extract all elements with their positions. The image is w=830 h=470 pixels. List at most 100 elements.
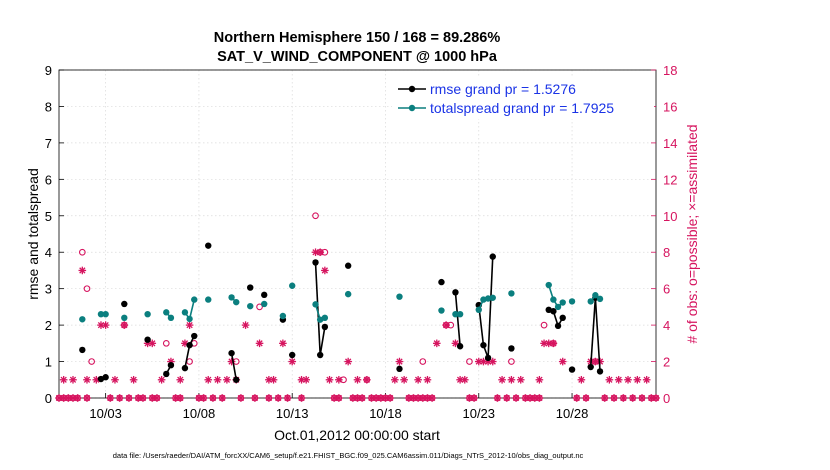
right-tick-label: 16 bbox=[663, 99, 677, 114]
chart-title: Northern Hemisphere 150 / 168 = 89.286% bbox=[214, 30, 501, 46]
rmse-point bbox=[321, 323, 329, 331]
obs-star-stroke bbox=[55, 394, 63, 402]
obs-zero-star bbox=[69, 394, 77, 402]
obs-possible-point bbox=[78, 248, 86, 256]
rmse-point bbox=[144, 336, 151, 343]
left-tick-label: 6 bbox=[45, 172, 52, 187]
obs-assimilated-point bbox=[400, 375, 408, 384]
right-tick-label: 10 bbox=[663, 209, 677, 224]
right-tick-label: 18 bbox=[663, 63, 677, 78]
obs-star-stroke bbox=[475, 358, 482, 365]
totalspread-point bbox=[97, 310, 105, 318]
obs-star-stroke bbox=[284, 394, 291, 402]
legend-spread-marker bbox=[408, 104, 416, 112]
obs-star-stroke bbox=[345, 358, 352, 365]
totalspread-point bbox=[121, 314, 128, 322]
totalspread-point bbox=[279, 312, 287, 320]
obs-count-layer bbox=[55, 212, 660, 402]
totalspread-point bbox=[228, 294, 235, 301]
obs-zero-star bbox=[372, 394, 380, 402]
obs-star-stroke bbox=[582, 394, 590, 402]
obs-assimilated-point bbox=[423, 375, 432, 384]
obs-star-stroke bbox=[419, 394, 426, 402]
obs-star-stroke bbox=[172, 394, 179, 402]
left-y-axis: 0 1 2 3 4 5 6 7 8 9 bbox=[45, 63, 64, 406]
totalspread-point bbox=[167, 314, 175, 322]
obs-star-stroke bbox=[265, 376, 273, 383]
totalspread-point bbox=[545, 281, 552, 289]
obs-star-stroke bbox=[550, 340, 557, 347]
rmse-point bbox=[228, 349, 235, 357]
obs-star-stroke bbox=[391, 376, 398, 383]
obs-assimilated-point bbox=[642, 375, 651, 384]
rmse-point bbox=[596, 368, 604, 375]
obs-star-stroke bbox=[559, 358, 566, 365]
totalspread-point bbox=[456, 310, 464, 318]
rmse-point bbox=[484, 354, 492, 362]
obs-assimilated-point bbox=[111, 375, 119, 384]
obs-star-stroke bbox=[456, 376, 464, 383]
obs-zero-star bbox=[139, 394, 147, 402]
obs-assimilated-point bbox=[176, 375, 185, 384]
totalspread-point bbox=[233, 298, 240, 306]
obs-assimilated-point bbox=[633, 375, 642, 384]
obs-star-stroke bbox=[414, 376, 422, 383]
obs-zero-star bbox=[335, 394, 343, 402]
obs-star-stroke bbox=[354, 376, 361, 383]
rmse-point bbox=[550, 308, 557, 315]
obs-star-stroke bbox=[130, 376, 137, 383]
left-tick-label: 4 bbox=[45, 245, 52, 260]
obs-star-stroke bbox=[461, 376, 468, 383]
obs-star-stroke bbox=[102, 321, 109, 329]
obs-star-stroke bbox=[359, 394, 366, 402]
obs-assimilated-point bbox=[148, 339, 157, 348]
obs-star-stroke bbox=[508, 376, 515, 383]
obs-star-stroke bbox=[634, 376, 641, 383]
obs-star-stroke bbox=[405, 394, 412, 402]
obs-assimilated-point bbox=[535, 375, 544, 384]
obs-zero-star bbox=[582, 394, 590, 402]
obs-assimilated-point bbox=[321, 266, 329, 275]
obs-zero-star bbox=[600, 394, 609, 402]
obs-assimilated-point bbox=[474, 357, 483, 366]
totalspread-point bbox=[508, 290, 515, 297]
legend-rmse-label: rmse grand pr = 1.5276 bbox=[430, 81, 576, 97]
obs-star-stroke bbox=[526, 394, 534, 402]
obs-star-stroke bbox=[298, 376, 305, 383]
obs-zero-star bbox=[470, 394, 478, 402]
rmse-point bbox=[489, 253, 496, 260]
obs-assimilated-point bbox=[83, 375, 91, 384]
obs-zero-star bbox=[209, 394, 217, 402]
obs-assimilated-point bbox=[297, 375, 306, 384]
obs-star-stroke bbox=[186, 321, 193, 329]
rmse-segment bbox=[319, 326, 326, 356]
obs-star-stroke bbox=[610, 394, 618, 402]
obs-star-stroke bbox=[158, 376, 165, 383]
totalspread-point bbox=[144, 310, 151, 318]
obs-star-stroke bbox=[317, 249, 324, 256]
obs-star-stroke bbox=[275, 394, 282, 402]
rmse-point bbox=[205, 242, 212, 249]
obs-zero-star bbox=[153, 394, 161, 402]
x-tick-label: 10/28 bbox=[556, 406, 589, 421]
obs-assimilated-point bbox=[605, 375, 614, 384]
rmse-point bbox=[554, 322, 562, 330]
right-tick-label: 12 bbox=[663, 172, 677, 187]
obs-star-stroke bbox=[121, 321, 128, 329]
obs-star-stroke bbox=[536, 394, 543, 402]
series-layer bbox=[79, 242, 604, 383]
obs-zero-star bbox=[526, 394, 534, 402]
obs-star-stroke bbox=[303, 376, 310, 383]
totalspread-point bbox=[163, 309, 170, 316]
legend: rmse grand pr = 1.5276 totalspread grand… bbox=[392, 77, 654, 119]
totalspread-point bbox=[568, 298, 576, 305]
obs-star-stroke bbox=[97, 321, 105, 329]
obs-star-stroke bbox=[433, 340, 440, 347]
totalspread-point bbox=[452, 310, 459, 318]
rmse-segment bbox=[230, 353, 238, 380]
obs-star-stroke bbox=[335, 376, 342, 383]
obs-zero-star bbox=[125, 394, 133, 402]
obs-zero-star bbox=[297, 394, 306, 402]
obs-star-stroke bbox=[522, 394, 529, 402]
obs-star-stroke bbox=[643, 376, 650, 383]
